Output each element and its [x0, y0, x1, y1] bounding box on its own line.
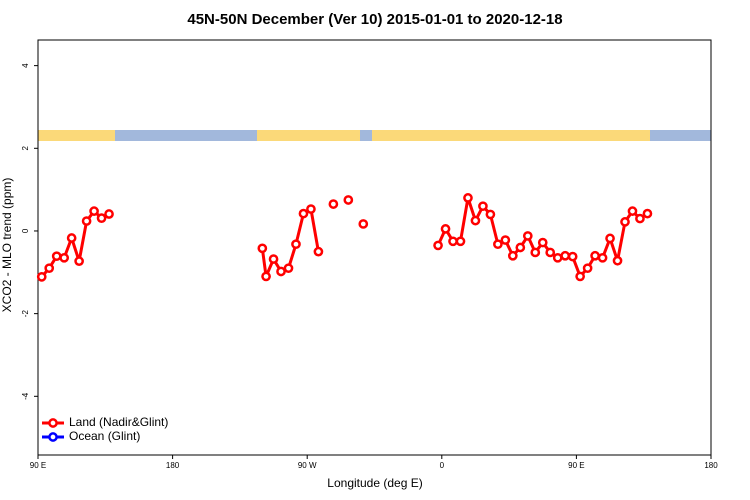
- data-point: [261, 271, 271, 282]
- data-point: [36, 271, 47, 282]
- data-point: [81, 216, 92, 226]
- surface-strip: [115, 130, 257, 141]
- data-point: [470, 215, 481, 226]
- legend-label: Ocean (Glint): [69, 429, 140, 443]
- data-point: [433, 240, 443, 251]
- data-point: [612, 255, 623, 266]
- data-point: [51, 251, 62, 262]
- surface-strip: [38, 130, 115, 141]
- data-point: [635, 213, 645, 224]
- y-tick-label: 2: [21, 146, 30, 151]
- data-point: [104, 209, 114, 219]
- data-point: [500, 235, 511, 245]
- data-point: [257, 243, 268, 254]
- data-point: [530, 247, 541, 258]
- data-point: [567, 251, 578, 262]
- surface-strip: [650, 130, 711, 141]
- data-point: [448, 236, 458, 247]
- x-tick-label: 90 W: [298, 461, 317, 470]
- x-tick-label: 90 E: [568, 461, 584, 470]
- data-point: [291, 239, 301, 250]
- data-point: [463, 193, 473, 203]
- data-point: [96, 213, 107, 224]
- data-point: [59, 252, 70, 263]
- data-point: [74, 256, 84, 266]
- data-point: [582, 263, 593, 274]
- legend-marker: [48, 432, 58, 442]
- data-point: [620, 217, 630, 227]
- data-point: [478, 201, 488, 212]
- y-tick-label: 4: [21, 63, 30, 68]
- data-point: [627, 206, 638, 216]
- data-point: [455, 236, 466, 247]
- data-point: [485, 209, 496, 220]
- legend-marker: [48, 418, 58, 428]
- data-point: [276, 266, 286, 277]
- data-point: [298, 208, 309, 219]
- data-point: [306, 204, 316, 214]
- data-point: [358, 219, 369, 229]
- data-point: [515, 242, 526, 253]
- chart-title: 45N-50N December (Ver 10) 2015-01-01 to …: [187, 11, 562, 28]
- x-tick-label: 180: [704, 461, 718, 470]
- data-point: [283, 263, 294, 274]
- data-point: [575, 271, 585, 282]
- data-line: [40, 209, 110, 278]
- surface-strip: [360, 130, 372, 141]
- data-point: [537, 237, 548, 248]
- data-point: [605, 233, 615, 244]
- y-tick-label: 0: [21, 228, 30, 233]
- data-point: [66, 233, 77, 243]
- legend-label: Land (Nadir&Glint): [69, 415, 168, 429]
- x-tick-label: 90 E: [30, 461, 46, 470]
- data-point: [313, 246, 324, 257]
- data-point: [552, 252, 563, 263]
- data-point: [597, 252, 608, 263]
- surface-strip: [257, 130, 360, 141]
- x-tick-label: 180: [166, 461, 180, 470]
- y-tick-label: -4: [21, 392, 30, 400]
- surface-strip: [372, 130, 650, 141]
- data-point: [560, 250, 571, 261]
- data-point: [642, 208, 653, 219]
- data-point: [545, 247, 556, 258]
- data-point: [44, 263, 55, 274]
- data-point: [328, 199, 339, 209]
- data-point: [89, 206, 99, 216]
- x-tick-label: 0: [440, 461, 445, 470]
- data-point: [493, 239, 503, 250]
- data-point: [343, 195, 354, 205]
- data-point: [440, 224, 451, 234]
- y-axis-label: XCO2 - MLO trend (ppm): [0, 178, 14, 313]
- data-point: [268, 254, 279, 264]
- data-point: [507, 250, 518, 261]
- x-axis-label: Longitude (deg E): [327, 476, 422, 490]
- data-point: [522, 231, 533, 241]
- plot-frame: [37, 39, 712, 456]
- y-tick-label: -2: [21, 310, 30, 318]
- data-point: [590, 250, 600, 261]
